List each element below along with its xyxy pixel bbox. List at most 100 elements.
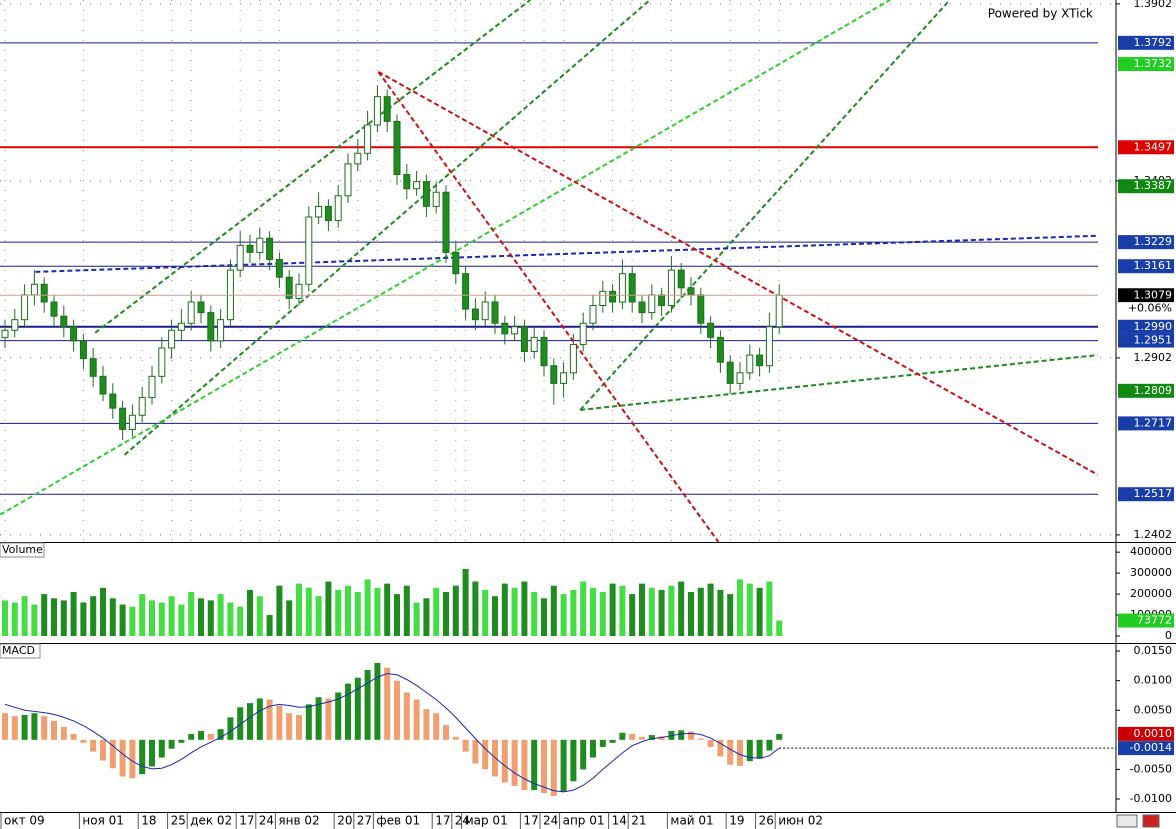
macd-bar [60,726,67,740]
volume-bar [158,602,165,636]
candle-body [21,294,29,321]
macd-bar [648,735,655,740]
volume-bar [168,596,175,636]
candle-body [501,322,509,335]
macd-bar [746,739,753,762]
y-tick-label: 400000 [1130,545,1172,558]
volume-bar [531,592,538,636]
candle-body [442,191,450,253]
macd-bar [335,692,342,740]
candle-body [275,258,283,278]
macd-bar [531,739,538,791]
volume-bar [688,592,694,636]
candle-body [726,361,734,384]
volume-bar [521,581,528,636]
volume-bar [756,587,763,636]
candle-body [746,354,754,374]
candle-body [334,195,342,222]
volume-bar [109,598,116,636]
volume-panel [2,568,783,636]
price-panel [0,0,1116,542]
macd-bar [707,739,714,747]
candle-body [658,294,666,307]
x-tick-label: 17 [239,814,254,828]
value-label-box [1118,140,1174,155]
volume-bar [737,579,743,636]
volume-bar [570,589,577,636]
change-box [1118,302,1174,315]
candle-body [471,308,479,321]
candle-body [40,283,48,303]
candle-body [775,294,783,328]
candle-body [266,237,274,260]
candle-body [315,205,323,218]
volume-bar [100,587,106,636]
y-tick-label: 1.2902 [1134,351,1173,364]
candle-body [50,301,58,317]
candle-body [295,283,303,299]
macd-bar [51,720,57,740]
x-tick-label: 21 [631,814,646,828]
volume-bar [286,600,293,636]
volume-bar [188,592,195,636]
macd-bar [11,716,18,740]
candle-body [756,354,764,367]
toolbar-button[interactable] [1116,814,1138,828]
volume-bar [325,581,332,636]
x-tick-label: 24 [259,814,274,828]
macd-bar [247,703,253,740]
candle-body [128,414,136,430]
volume-bar [717,589,724,636]
candle-body [119,407,127,430]
macd-bar [129,739,136,779]
macd-bar [227,717,234,740]
x-tick-label: 18 [141,814,156,828]
volume-bar [345,585,351,636]
volume-bar [70,592,77,636]
macd-bar [443,725,449,740]
macd-bar [678,730,685,740]
macd-panel [2,662,1116,797]
volume-bar [335,589,342,636]
volume-bar [90,596,97,636]
x-tick-label: май 01 [670,814,713,828]
candle-body [609,290,617,303]
value-label-box [1118,235,1174,250]
macd-bar [217,729,224,740]
x-tick-label: мар 01 [465,814,508,828]
macd-bar [580,739,587,770]
volume-bar [2,600,8,636]
macd-bar [168,739,175,749]
volume-bar [394,594,400,636]
value-label-box [1118,288,1174,303]
right-axis: 1.24021.29021.34021.39021.37921.37321.34… [1116,0,1174,805]
macd-bar [286,713,293,740]
volume-bar [80,602,87,636]
candle-body [168,329,176,349]
candle-body [70,326,78,342]
candle-body [716,336,724,363]
value-label: 73772 [1137,614,1172,627]
toolbar-button[interactable] [1142,814,1160,828]
candle-body [765,326,773,367]
candle-body [197,301,205,314]
value-label: 1.3792 [1134,36,1173,49]
candle-body [413,181,421,190]
volume-bar [766,581,773,636]
panel-title: MACD [2,644,35,657]
volume-bar [413,602,420,636]
macd-bar [354,677,361,740]
volume-bar [590,587,596,636]
macd-bar [639,736,645,740]
volume-bar [139,594,146,636]
macd-bar [276,705,283,740]
value-label-box [1118,487,1174,502]
volume-bar [305,587,312,636]
panel-title: Volume [2,543,43,556]
volume-bar [658,589,665,636]
y-tick-label: -0.0050 [1130,762,1172,775]
macd-bar [609,739,616,743]
macd-bar [394,680,400,740]
